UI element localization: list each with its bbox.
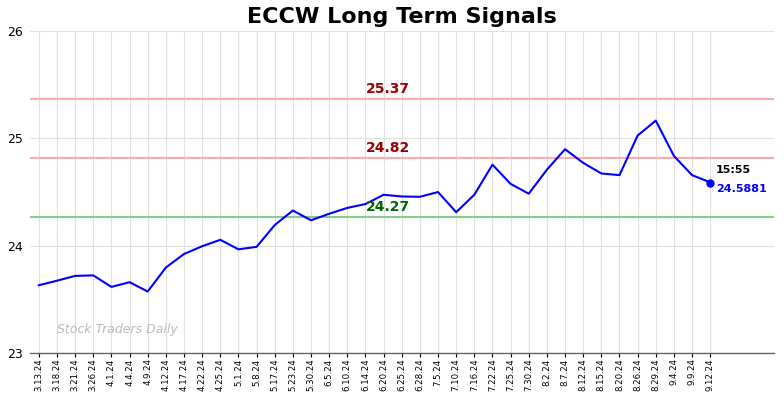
Text: 24.5881: 24.5881 <box>716 184 767 194</box>
Text: 15:55: 15:55 <box>716 165 751 175</box>
Text: 24.27: 24.27 <box>365 200 409 214</box>
Text: Stock Traders Daily: Stock Traders Daily <box>57 324 178 336</box>
Text: 24.82: 24.82 <box>365 141 410 155</box>
Title: ECCW Long Term Signals: ECCW Long Term Signals <box>247 7 557 27</box>
Text: 25.37: 25.37 <box>365 82 409 96</box>
